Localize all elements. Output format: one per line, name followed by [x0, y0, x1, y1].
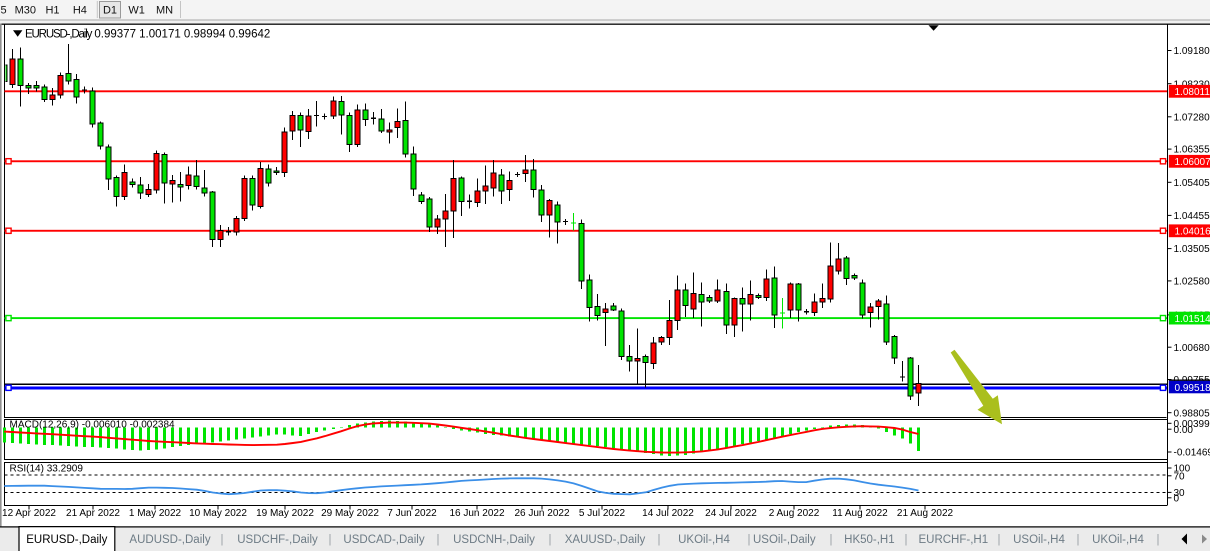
- svg-text:UKOil-,H4: UKOil-,H4: [678, 534, 730, 546]
- svg-text:USDCNH-,Daily: USDCNH-,Daily: [453, 534, 535, 546]
- svg-text:1.02580: 1.02580: [1174, 277, 1210, 288]
- svg-text:MACD(12,26,9) -0.006010 -0.002: MACD(12,26,9) -0.006010 -0.002384: [10, 420, 176, 431]
- svg-text:AUDUSD-,Daily: AUDUSD-,Daily: [129, 534, 210, 546]
- svg-text:|: |: [905, 534, 908, 546]
- svg-text:W1: W1: [128, 5, 145, 17]
- svg-text:24 Jul 2022: 24 Jul 2022: [705, 508, 757, 519]
- svg-text:30: 30: [1174, 488, 1186, 499]
- svg-text:0.00399: 0.00399: [1174, 419, 1210, 430]
- svg-text:|: |: [830, 534, 833, 546]
- svg-text:|: |: [998, 534, 1001, 546]
- svg-text:0.98805: 0.98805: [1174, 408, 1210, 419]
- svg-text:100: 100: [1174, 464, 1191, 475]
- svg-text:|: |: [221, 534, 224, 546]
- svg-text:USOil-,Daily: USOil-,Daily: [753, 534, 816, 546]
- svg-text:5: 5: [0, 5, 6, 17]
- svg-text:|: |: [549, 534, 552, 546]
- svg-text:USDCAD-,Daily: USDCAD-,Daily: [343, 534, 424, 546]
- svg-text:1.05405: 1.05405: [1174, 178, 1210, 189]
- svg-text:XAUUSD-,Daily: XAUUSD-,Daily: [565, 534, 646, 546]
- svg-text:H4: H4: [73, 5, 87, 17]
- svg-text:EURUSD-,Daily 0.99377 1.00171: EURUSD-,Daily 0.99377 1.00171 0.98994 0.…: [25, 28, 270, 40]
- svg-text:16 Jun 2022: 16 Jun 2022: [449, 508, 504, 519]
- svg-text:21 Apr 2022: 21 Apr 2022: [66, 508, 120, 519]
- svg-text:26 Jun 2022: 26 Jun 2022: [514, 508, 569, 519]
- svg-text:19 May 2022: 19 May 2022: [256, 508, 314, 519]
- svg-text:1.04016: 1.04016: [1175, 227, 1210, 238]
- svg-text:|: |: [658, 534, 661, 546]
- svg-text:1.00680: 1.00680: [1174, 343, 1210, 354]
- svg-text:12 Apr 2022: 12 Apr 2022: [2, 508, 56, 519]
- svg-text:1.01514: 1.01514: [1175, 314, 1210, 325]
- svg-text:|: |: [1157, 534, 1160, 546]
- svg-text:EURUSD-,Daily: EURUSD-,Daily: [26, 534, 107, 546]
- svg-text:UKOil-,H4: UKOil-,H4: [1092, 534, 1144, 546]
- svg-text:10 May 2022: 10 May 2022: [189, 508, 247, 519]
- svg-text:14 Jul 2022: 14 Jul 2022: [642, 508, 694, 519]
- svg-text:2 Aug 2022: 2 Aug 2022: [769, 508, 820, 519]
- svg-text:H1: H1: [45, 5, 59, 17]
- svg-text:21 Aug 2022: 21 Aug 2022: [897, 508, 954, 519]
- svg-text:1.04455: 1.04455: [1174, 211, 1210, 222]
- svg-text:29 May 2022: 29 May 2022: [321, 508, 379, 519]
- svg-text:-0.014693: -0.014693: [1174, 448, 1210, 459]
- svg-text:0: 0: [1174, 493, 1180, 504]
- svg-text:|: |: [748, 534, 751, 546]
- svg-text:1.07280: 1.07280: [1174, 112, 1210, 123]
- svg-text:7 Jun 2022: 7 Jun 2022: [387, 508, 437, 519]
- svg-text:|: |: [1077, 534, 1080, 546]
- svg-text:USDCHF-,Daily: USDCHF-,Daily: [237, 534, 318, 546]
- svg-text:HK50-,H1: HK50-,H1: [844, 534, 895, 546]
- svg-text:USOil-,H4: USOil-,H4: [1013, 534, 1065, 546]
- svg-text:1.06007: 1.06007: [1175, 157, 1210, 168]
- svg-text:|: |: [329, 534, 332, 546]
- svg-text:1.09180: 1.09180: [1174, 46, 1210, 57]
- svg-text:1.08230: 1.08230: [1174, 79, 1210, 90]
- svg-text:1.08011: 1.08011: [1175, 87, 1210, 98]
- svg-text:RSI(14) 33.2909: RSI(14) 33.2909: [10, 464, 84, 475]
- svg-text:1.03505: 1.03505: [1174, 244, 1210, 255]
- svg-text:D1: D1: [103, 5, 117, 17]
- svg-text:1.06355: 1.06355: [1174, 145, 1210, 156]
- svg-text:11 Aug 2022: 11 Aug 2022: [832, 508, 888, 519]
- svg-text:|: |: [437, 534, 440, 546]
- svg-text:0.99518: 0.99518: [1175, 383, 1210, 394]
- svg-text:5 Jul 2022: 5 Jul 2022: [579, 508, 626, 519]
- svg-text:MN: MN: [156, 5, 173, 17]
- svg-text:M30: M30: [15, 5, 36, 17]
- svg-text:EURCHF-,H1: EURCHF-,H1: [918, 534, 988, 546]
- svg-text:70: 70: [1174, 471, 1186, 482]
- svg-text:1 May 2022: 1 May 2022: [129, 508, 182, 519]
- svg-text:0.00: 0.00: [1174, 425, 1194, 436]
